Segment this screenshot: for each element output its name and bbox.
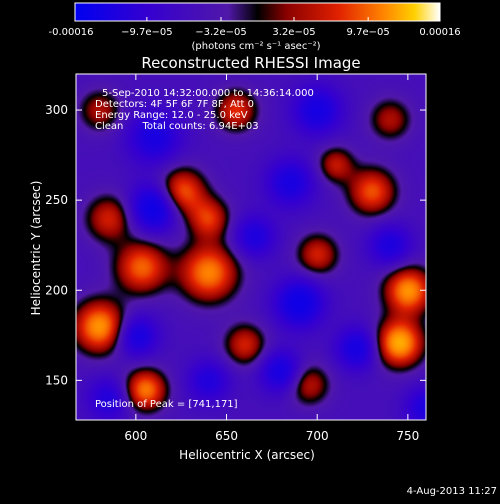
colorbar-tick-label: 0.00016 bbox=[419, 27, 460, 38]
heatmap-image bbox=[76, 74, 426, 420]
y-tick-label: 150 bbox=[45, 373, 68, 387]
chart-title: Reconstructed RHESSI Image bbox=[141, 54, 360, 72]
x-tick-label: 650 bbox=[215, 429, 238, 443]
colorbar-ticks: -0.00016 −9.7e−05 −3.2e−05 3.2e−05 9.7e−05 0.… bbox=[49, 17, 461, 38]
date-stamp: 4-Aug-2013 11:27 bbox=[407, 486, 497, 497]
annotation-detectors: Detectors: 4F 5F 6F 7F 8F, Att 0 bbox=[95, 99, 254, 110]
y-tick-label: 300 bbox=[45, 103, 68, 117]
x-tick-label: 750 bbox=[396, 429, 419, 443]
colorbar-tick-label: 9.7e−05 bbox=[347, 27, 390, 38]
annotation-energy-range: Energy Range: 12.0 - 25.0 keV bbox=[95, 110, 248, 121]
annotation-total-counts: Clean Total counts: 6.94E+03 bbox=[95, 121, 259, 132]
annotation-block: 5-Sep-2010 14:32:00.000 to 14:36:14.000 … bbox=[95, 88, 314, 132]
y-tick-label: 250 bbox=[45, 193, 68, 207]
colorbar-tick-label: −3.2e−05 bbox=[195, 27, 247, 38]
x-axis-ticks: 600 650 700 750 bbox=[124, 74, 419, 443]
plot-frame bbox=[75, 73, 427, 421]
y-axis-ticks: 150 200 250 300 bbox=[45, 103, 426, 387]
colorbar-tick-label: −9.7e−05 bbox=[121, 27, 173, 38]
colorbar-unit-label: (photons cm⁻² s⁻¹ asec⁻²) bbox=[191, 41, 320, 52]
annotation-time-range: 5-Sep-2010 14:32:00.000 to 14:36:14.000 bbox=[102, 88, 314, 99]
peak-position-label: Position of Peak = [741,171] bbox=[95, 399, 238, 410]
x-tick-label: 700 bbox=[306, 429, 329, 443]
x-axis-label: Heliocentric X (arcsec) bbox=[179, 448, 315, 462]
y-tick-label: 200 bbox=[45, 283, 68, 297]
y-axis-label: Heliocentric Y (arcsec) bbox=[29, 181, 43, 316]
x-tick-label: 600 bbox=[124, 429, 147, 443]
colorbar-tick-label: -0.00016 bbox=[49, 27, 94, 38]
colorbar-tick-label: 3.2e−05 bbox=[272, 27, 315, 38]
colorbar bbox=[74, 2, 441, 22]
